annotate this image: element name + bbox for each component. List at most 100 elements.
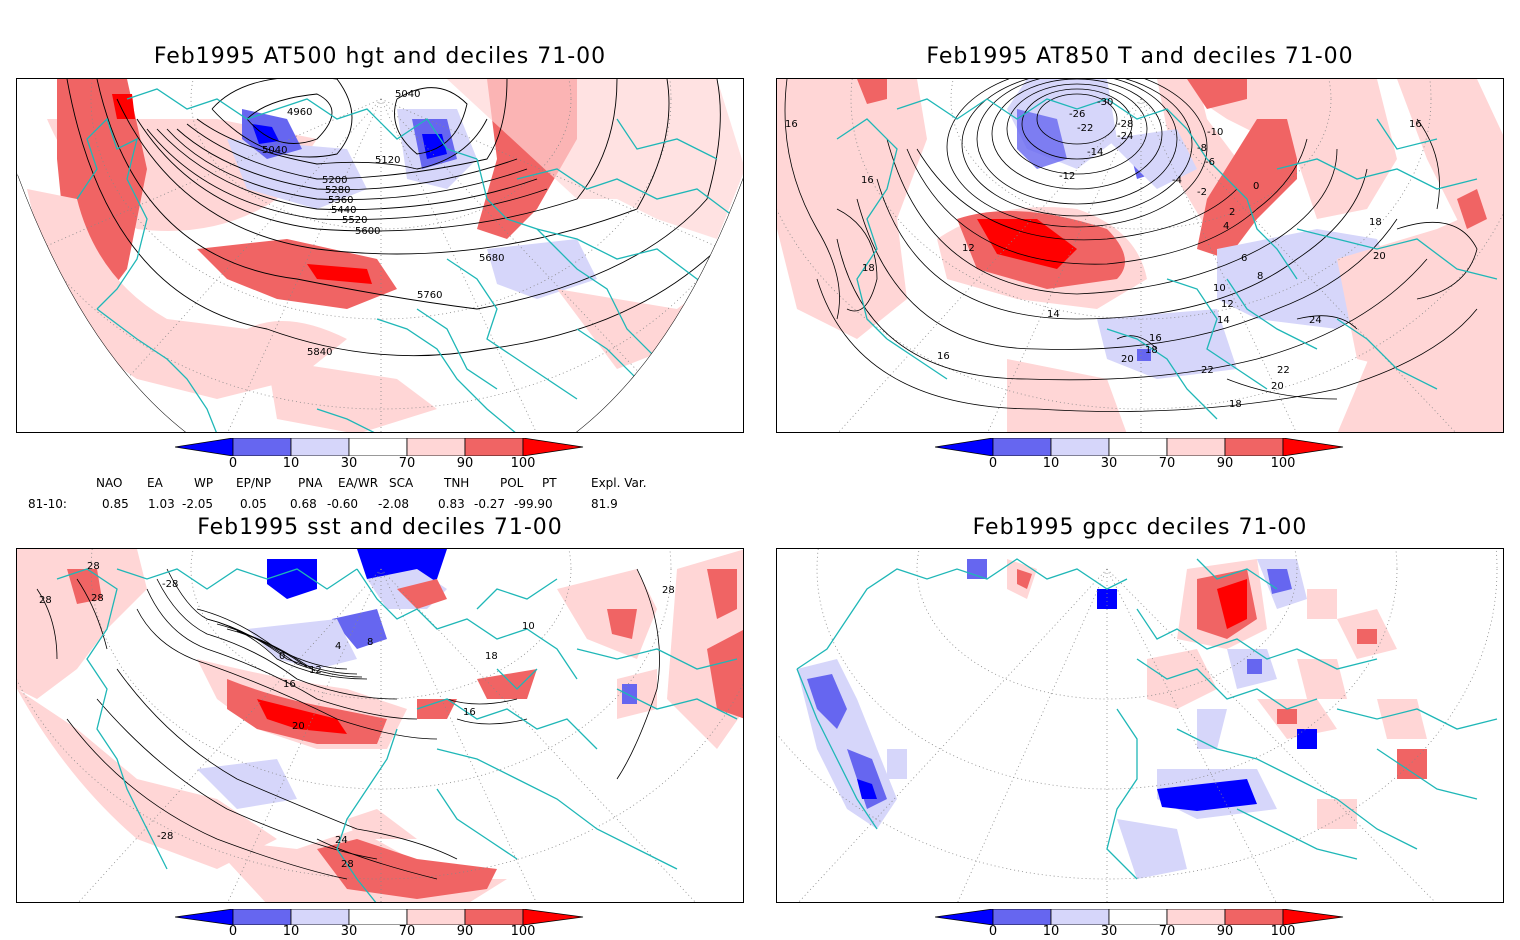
colorbar-label: 70: [1158, 924, 1176, 939]
contour-label: 5120: [375, 155, 400, 166]
map-panel-gpcc: [776, 548, 1504, 903]
contour-labels-t850: 16 16 16 18 12 -26 -30 -28 -22 -24 -14 -…: [785, 97, 1422, 410]
colorbar-swatch: [174, 437, 234, 457]
colorbar-label: 30: [1100, 924, 1118, 939]
colorbar-swatch: [406, 437, 466, 457]
contour-label: 8: [1257, 271, 1263, 282]
contour-label: -14: [1087, 147, 1103, 158]
colorbar-4-svg: [934, 908, 1344, 926]
colorbar-label: 0: [228, 456, 238, 471]
colorbar-4: 0 10 30 70 90 100: [934, 908, 1345, 940]
colorbar-label: 70: [1158, 456, 1176, 471]
colorbar-swatch: [174, 908, 234, 926]
contour-label: 4: [1223, 221, 1229, 232]
colorbar-1-svg: [174, 437, 584, 457]
contour-labels-sst: 28 28 28 28 0 4 8 12 16 20 24 28 -28 -28…: [39, 561, 675, 870]
index-header: SCA: [389, 476, 414, 490]
contour-label: 16: [1149, 333, 1162, 344]
map-panel-t850: 16 16 16 18 12 -26 -30 -28 -22 -24 -14 -…: [776, 78, 1504, 433]
panel-title-sst: Feb1995 sst and deciles 71-00: [197, 515, 563, 540]
colorbar-2: 0 10 30 70 90 100: [934, 437, 1345, 478]
contour-label: 24: [335, 835, 348, 846]
index-header: PNA: [298, 476, 323, 490]
colorbar-swatch: [1108, 908, 1168, 926]
contour-label: 12: [1221, 299, 1234, 310]
colorbar-label: 30: [340, 456, 358, 471]
index-value: -0.27: [474, 497, 506, 511]
index-value: 0.68: [290, 497, 317, 511]
contour-label: 12: [962, 243, 975, 254]
contour-label: 20: [1121, 354, 1134, 365]
contour-label: 5760: [417, 290, 442, 301]
index-header: EP/NP: [236, 476, 272, 490]
contour-label: 16: [861, 175, 874, 186]
colorbar-swatch: [290, 437, 350, 457]
colorbar-swatch: [934, 437, 994, 457]
index-header: PT: [542, 476, 557, 490]
contour-label: 5520: [342, 215, 367, 226]
contour-label: 22: [1201, 365, 1214, 376]
contour-label: 0: [1253, 181, 1259, 192]
contour-label: 16: [937, 351, 950, 362]
index-value: 0.05: [240, 497, 267, 511]
index-value: 1.03: [148, 497, 175, 511]
colorbar-swatch: [348, 437, 408, 457]
contour-label: -30: [1097, 97, 1113, 108]
index-header: NAO: [96, 476, 123, 490]
colorbar-label: 0: [988, 456, 998, 471]
index-value: -2.08: [378, 497, 410, 511]
index-row-label: 81-10:: [28, 497, 67, 511]
colorbar-label: 70: [398, 924, 416, 939]
colorbar-swatch: [464, 437, 524, 457]
colorbar-label: 100: [1270, 924, 1296, 939]
colorbar-swatch: [1108, 437, 1168, 457]
colorbar-swatch: [1166, 437, 1226, 457]
colorbar-label: 10: [1042, 456, 1060, 471]
index-header: EA: [147, 476, 163, 490]
index-value: -99.90: [514, 497, 553, 511]
colorbar-label: 0: [988, 924, 998, 939]
index-header: EA/WR: [338, 476, 379, 490]
contour-label: 20: [1373, 251, 1386, 262]
index-value: 0.83: [438, 497, 465, 511]
contour-label: -28: [157, 831, 173, 842]
contour-label: -2: [1197, 187, 1207, 198]
contour-label: -8: [1197, 143, 1207, 154]
contour-label: -6: [1205, 157, 1215, 168]
contour-label: 28: [662, 585, 675, 596]
colorbar-label: 0: [228, 924, 238, 939]
colorbar-swatch: [348, 908, 408, 926]
colorbar-label: 100: [510, 924, 536, 939]
contour-label: 5280: [325, 185, 350, 196]
contour-label: 5360: [328, 195, 353, 206]
colorbar-1: 0 10 30 70 90 100: [174, 437, 585, 478]
colorbar-label: 10: [282, 924, 300, 939]
contour-label: 16: [283, 679, 296, 690]
colorbar-swatch: [1050, 437, 1110, 457]
contour-label: 5680: [479, 253, 504, 264]
contour-label: -22: [1077, 123, 1093, 134]
contour-label: 14: [1047, 309, 1060, 320]
colorbar-swatch: [232, 437, 292, 457]
colorbar-swatch: [934, 908, 994, 926]
contour-label: 20: [1271, 381, 1284, 392]
colorbar-swatch: [290, 908, 350, 926]
contour-label: 10: [522, 621, 535, 632]
index-value: -0.60: [327, 497, 359, 511]
colorbar-swatch: [1282, 437, 1344, 457]
colorbar-swatch: [992, 437, 1052, 457]
panel-title-t850: Feb1995 AT850 T and deciles 71-00: [926, 44, 1354, 69]
contour-label: 16: [1409, 119, 1422, 130]
map-t850-svg: 16 16 16 18 12 -26 -30 -28 -22 -24 -14 -…: [777, 79, 1503, 432]
colorbar-swatch: [522, 437, 584, 457]
map-hgt500-svg: 4960 5040 5040 5120 5200 5280 5360 5440 …: [17, 79, 743, 432]
colorbar-label: 90: [456, 456, 474, 471]
contour-label: 10: [1213, 283, 1226, 294]
colorbar-swatch: [464, 908, 524, 926]
contour-label: -24: [1117, 131, 1133, 142]
contour-label: 5200: [322, 175, 347, 186]
contour-label: 18: [1369, 217, 1382, 228]
index-header: WP: [194, 476, 214, 490]
colorbar-swatch: [1166, 908, 1226, 926]
colorbar-swatch: [1282, 908, 1344, 926]
